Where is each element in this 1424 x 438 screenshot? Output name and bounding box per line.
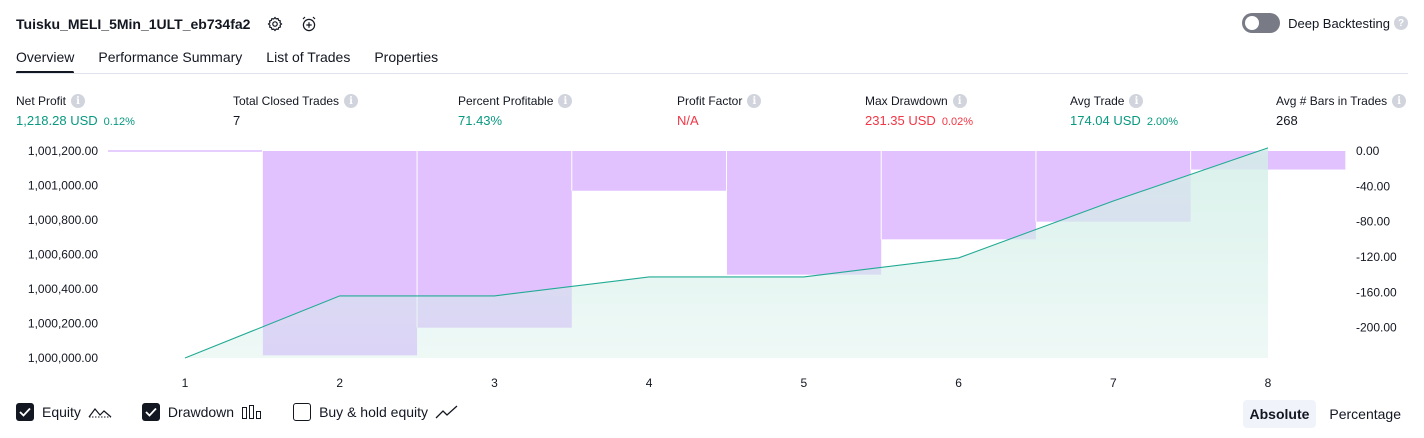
left-axis-tick-label: 1,000,200.00: [28, 317, 98, 331]
settings-gear-icon[interactable]: [266, 15, 284, 33]
drawdown-bar-6: [881, 151, 1036, 239]
legend-drawdown[interactable]: Drawdown: [142, 403, 263, 421]
left-axis-tick-label: 1,001,200.00: [28, 144, 98, 158]
right-axis-tick-label: -160.00: [1356, 285, 1397, 299]
metric-label: Avg # Bars in Trades: [1276, 94, 1387, 108]
x-axis-tick-label: 1: [182, 376, 189, 390]
x-axis-tick-label: 7: [1110, 376, 1117, 390]
absolute-button[interactable]: Absolute: [1243, 400, 1317, 428]
drawdown-bar-4: [572, 151, 727, 191]
view-mode-switch: Absolute Percentage: [1237, 400, 1409, 428]
metric-value: 7: [233, 113, 240, 128]
info-icon[interactable]: i: [1129, 94, 1143, 108]
info-icon[interactable]: i: [953, 94, 967, 108]
metric-value: 231.35 USD: [865, 113, 936, 128]
strategy-title: Tuisku_MELI_5Min_1ULT_eb734fa2: [16, 16, 250, 32]
buy-hold-line-icon: [435, 404, 459, 420]
x-axis-tick-label: 8: [1265, 376, 1272, 390]
metric-label: Total Closed Trades: [233, 94, 339, 108]
info-icon[interactable]: i: [344, 94, 358, 108]
equity-line-icon: [88, 404, 112, 420]
right-axis-tick-label: 0.00: [1356, 144, 1380, 158]
left-axis-tick-label: 1,000,400.00: [28, 282, 98, 296]
tab-performance-summary[interactable]: Performance Summary: [98, 44, 242, 74]
metric-label: Percent Profitable: [458, 94, 553, 108]
metric-percent: 0.12%: [104, 116, 135, 128]
metric-net-profit: Net Profit i 1,218.28 USD 0.12%: [16, 93, 135, 128]
tab-properties[interactable]: Properties: [374, 44, 438, 74]
right-axis-tick-label: -40.00: [1356, 179, 1390, 193]
metric-value: 1,218.28 USD: [16, 113, 98, 128]
x-axis-tick-label: 4: [646, 376, 653, 390]
metric-total-closed-trades: Total Closed Trades i 7: [233, 93, 358, 128]
toggle-knob: [1245, 16, 1259, 30]
metric-label: Avg Trade: [1070, 94, 1124, 108]
buy-hold-checkbox[interactable]: [293, 403, 311, 421]
metric-profit-factor: Profit Factor i N/A: [677, 93, 761, 128]
left-axis-tick-label: 1,000,000.00: [28, 351, 98, 365]
tab-overview[interactable]: Overview: [16, 44, 74, 74]
percentage-button[interactable]: Percentage: [1322, 400, 1408, 428]
x-axis-tick-label: 2: [336, 376, 343, 390]
deep-backtesting: Deep Backtesting ?: [1242, 13, 1408, 33]
info-icon[interactable]: i: [558, 94, 572, 108]
info-icon[interactable]: i: [71, 94, 85, 108]
chart-legend: Equity Drawdown Buy & hold equity: [16, 403, 489, 421]
info-icon[interactable]: i: [747, 94, 761, 108]
legend-buy-hold[interactable]: Buy & hold equity: [293, 403, 459, 421]
help-icon[interactable]: ?: [1394, 16, 1408, 30]
left-axis-tick-label: 1,001,000.00: [28, 179, 98, 193]
legend-buy-hold-label: Buy & hold equity: [319, 404, 428, 420]
metric-percent: 0.02%: [942, 116, 973, 128]
x-axis-tick-label: 3: [491, 376, 498, 390]
right-axis-tick-label: -200.00: [1356, 321, 1397, 335]
metric-label: Net Profit: [16, 94, 66, 108]
left-axis-tick-label: 1,000,800.00: [28, 213, 98, 227]
equity-drawdown-chart[interactable]: 1,001,200.00 1,001,000.00 1,000,800.00 1,00…: [0, 140, 1424, 396]
legend-equity[interactable]: Equity: [16, 403, 112, 421]
metric-percent-profitable: Percent Profitable i 71.43%: [458, 93, 572, 128]
info-icon[interactable]: i: [1392, 94, 1406, 108]
legend-drawdown-label: Drawdown: [168, 404, 234, 420]
tabs-divider: [16, 73, 1408, 74]
metric-label: Max Drawdown: [865, 94, 948, 108]
left-axis-tick-label: 1,000,600.00: [28, 248, 98, 262]
tab-bar: Overview Performance Summary List of Tra…: [16, 44, 462, 74]
drawdown-checkbox[interactable]: [142, 403, 160, 421]
drawdown-bars-icon: [241, 404, 263, 420]
tab-list-of-trades[interactable]: List of Trades: [266, 44, 350, 74]
metric-value: 268: [1276, 113, 1298, 128]
right-axis-tick-label: -120.00: [1356, 250, 1397, 264]
metric-max-drawdown: Max Drawdown i 231.35 USD 0.02%: [865, 93, 973, 128]
deep-backtesting-toggle[interactable]: [1242, 13, 1280, 33]
metric-avg-bars-in-trades: Avg # Bars in Trades i 268: [1276, 93, 1406, 128]
x-axis-tick-label: 6: [955, 376, 962, 390]
metric-value: 174.04 USD: [1070, 113, 1141, 128]
metric-label: Profit Factor: [677, 94, 742, 108]
drawdown-bar-5: [727, 151, 882, 275]
strategy-header: Tuisku_MELI_5Min_1ULT_eb734fa2: [16, 12, 318, 36]
right-axis-tick-label: -80.00: [1356, 215, 1390, 229]
deep-backtesting-label: Deep Backtesting: [1288, 16, 1390, 31]
legend-equity-label: Equity: [42, 404, 81, 420]
x-axis-tick-label: 5: [801, 376, 808, 390]
metric-avg-trade: Avg Trade i 174.04 USD 2.00%: [1070, 93, 1178, 128]
metric-percent: 2.00%: [1147, 116, 1178, 128]
metric-value: 71.43%: [458, 113, 502, 128]
metric-value: N/A: [677, 113, 699, 128]
add-alert-clock-icon[interactable]: [300, 15, 318, 33]
equity-checkbox[interactable]: [16, 403, 34, 421]
